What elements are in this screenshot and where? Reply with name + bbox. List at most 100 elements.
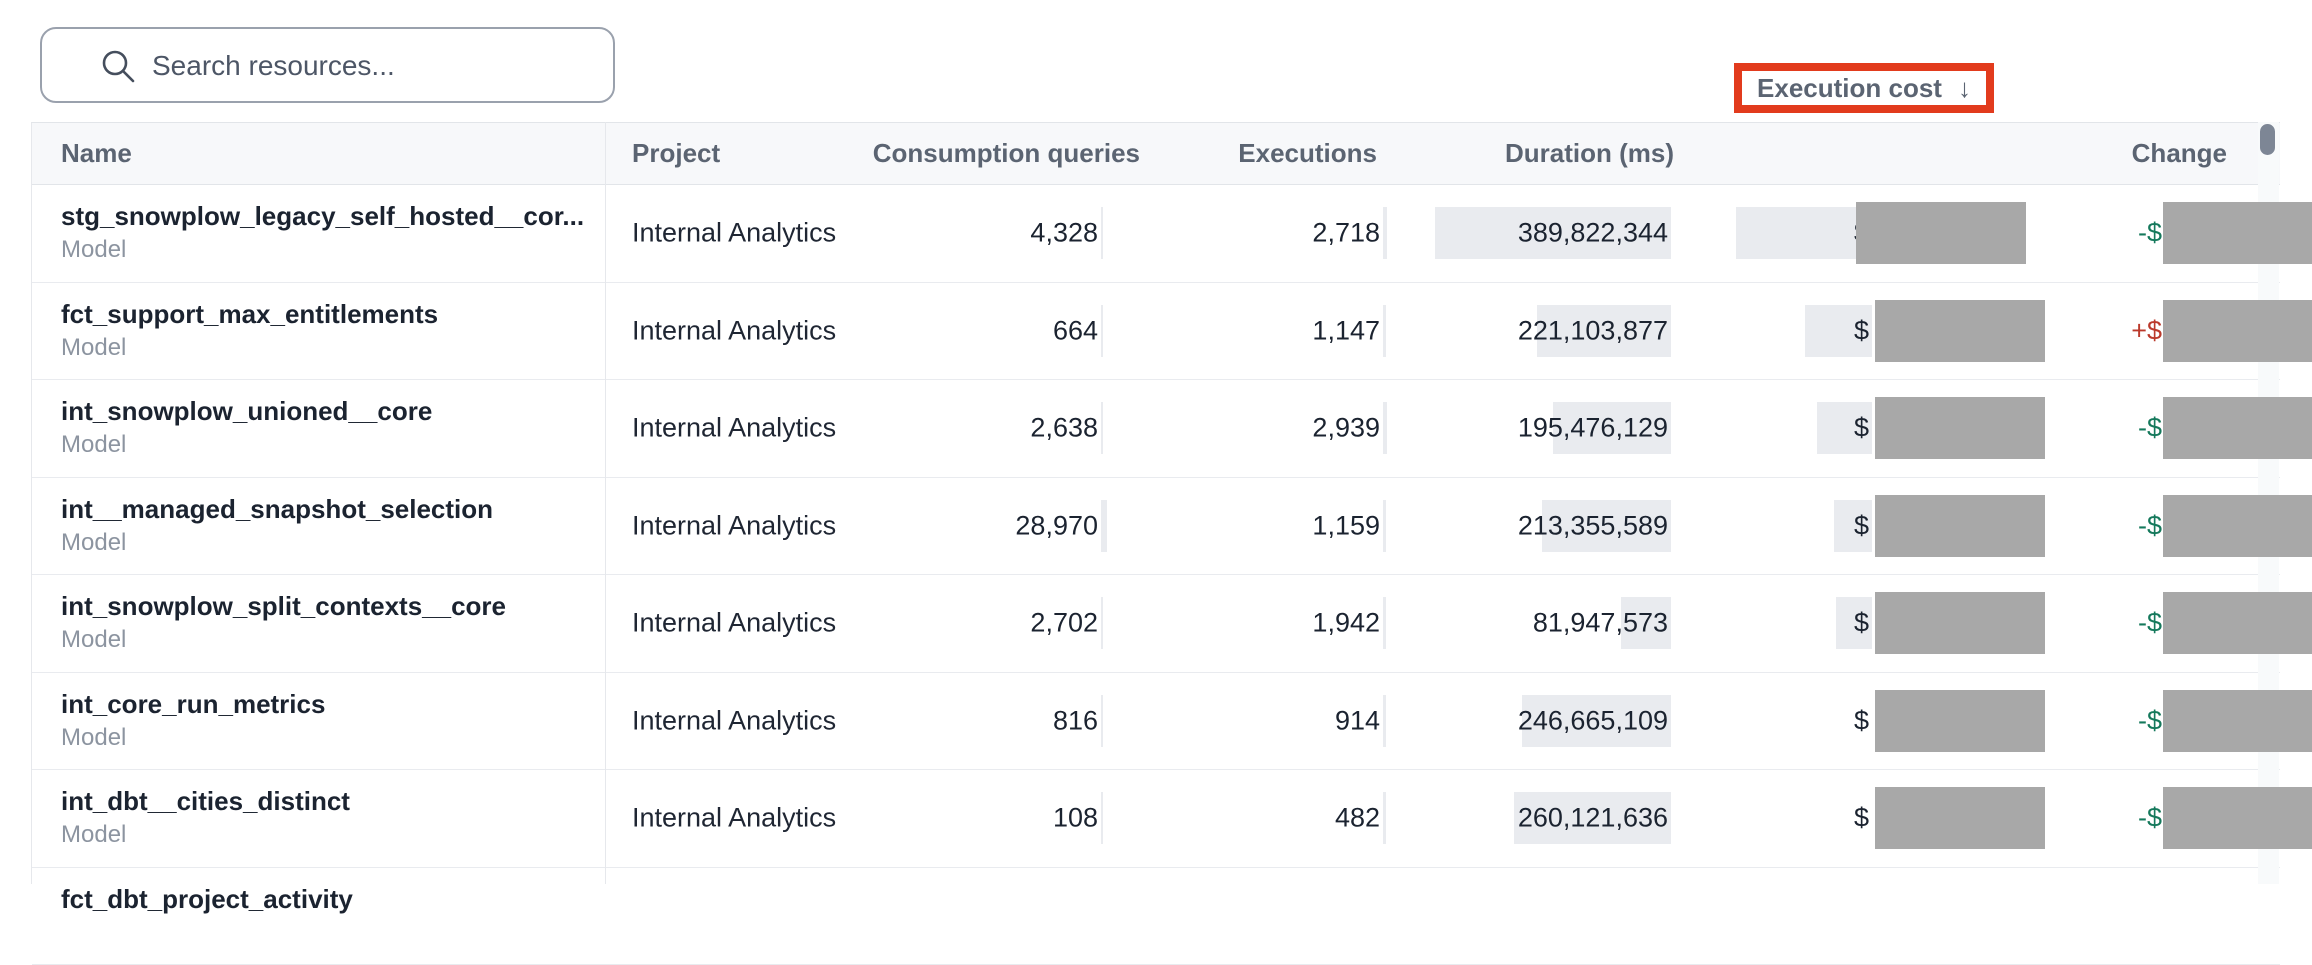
executions-bar (1383, 305, 1386, 357)
project-cell: Internal Analytics (632, 608, 836, 639)
execution-cost-highlight-box: Execution cost ↓ (1734, 63, 1994, 113)
project-cell: Internal Analytics (632, 705, 836, 736)
table-row[interactable]: fct_dbt_project_activity (32, 868, 2280, 965)
resource-name[interactable]: stg_snowplow_legacy_self_hosted__cor... (61, 199, 584, 233)
scrollbar-thumb[interactable] (2260, 124, 2275, 155)
change-sign: -$ (2138, 608, 2162, 639)
duration-cell: 221,103,877 (1518, 315, 1668, 346)
consumption-queries-cell: 816 (1053, 705, 1098, 736)
cost-currency-sign: $ (1854, 608, 1869, 639)
consumption-bar (1101, 305, 1103, 357)
resource-name[interactable]: int__managed_snapshot_selection (61, 492, 493, 526)
duration-cell: 213,355,589 (1518, 510, 1668, 541)
executions-cell: 1,147 (1312, 315, 1380, 346)
table-header-row: Name Project Consumption queries Executi… (32, 123, 2280, 185)
cost-redaction (1875, 397, 2045, 459)
resource-type: Model (61, 430, 432, 460)
table-row[interactable]: int_core_run_metrics Model Internal Anal… (32, 673, 2280, 771)
executions-bar (1383, 597, 1386, 649)
project-cell: Internal Analytics (632, 315, 836, 346)
duration-cell: 195,476,129 (1518, 413, 1668, 444)
consumption-queries-cell: 2,638 (1030, 413, 1098, 444)
project-cell: Internal Analytics (632, 218, 836, 249)
change-redaction (2163, 592, 2312, 654)
column-header-execution-cost[interactable]: Execution cost (1757, 73, 1942, 104)
consumption-queries-cell: 4,328 (1030, 218, 1098, 249)
consumption-bar (1101, 207, 1103, 259)
executions-cell: 482 (1335, 803, 1380, 834)
change-sign: -$ (2138, 705, 2162, 736)
resource-type: Model (61, 820, 350, 850)
executions-cell: 914 (1335, 705, 1380, 736)
search-input[interactable] (150, 29, 594, 103)
column-header-project[interactable]: Project (632, 123, 720, 184)
executions-cell: 1,159 (1312, 510, 1380, 541)
table-row[interactable]: int_snowplow_unioned__core Model Interna… (32, 380, 2280, 478)
table-row[interactable]: fct_support_max_entitlements Model Inter… (32, 283, 2280, 381)
executions-bar (1383, 792, 1386, 844)
consumption-bar (1101, 695, 1103, 747)
column-header-consumption-queries[interactable]: Consumption queries (873, 123, 1140, 184)
duration-cell: 260,121,636 (1518, 803, 1668, 834)
change-sign: -$ (2138, 803, 2162, 834)
change-sign: -$ (2138, 218, 2162, 249)
change-redaction (2163, 787, 2312, 849)
project-cell: Internal Analytics (632, 413, 836, 444)
column-header-name[interactable]: Name (61, 123, 132, 184)
duration-cell: 246,665,109 (1518, 705, 1668, 736)
column-header-executions[interactable]: Executions (1238, 123, 1377, 184)
consumption-bar (1101, 792, 1103, 844)
cost-bar (1736, 207, 1872, 259)
resource-type: Model (61, 333, 438, 363)
executions-cell: 1,942 (1312, 608, 1380, 639)
executions-cell: 2,718 (1312, 218, 1380, 249)
cost-redaction (1856, 202, 2026, 264)
change-sign: -$ (2138, 413, 2162, 444)
change-redaction (2163, 495, 2312, 557)
sort-desc-icon[interactable]: ↓ (1958, 73, 1971, 104)
resource-name[interactable]: int_core_run_metrics (61, 687, 325, 721)
search-icon (100, 48, 140, 93)
resource-type: Model (61, 723, 325, 753)
table-row[interactable]: stg_snowplow_legacy_self_hosted__cor... … (32, 185, 2280, 283)
change-redaction (2163, 397, 2312, 459)
cost-currency-sign: $ (1854, 705, 1869, 736)
cost-currency-sign: $ (1854, 803, 1869, 834)
consumption-bar (1101, 402, 1103, 454)
resource-name[interactable]: int_dbt__cities_distinct (61, 784, 350, 818)
resource-name[interactable]: int_snowplow_split_contexts__core (61, 589, 506, 623)
resource-type: Model (61, 625, 506, 655)
project-cell: Internal Analytics (632, 510, 836, 541)
cost-currency-sign: $ (1854, 315, 1869, 346)
search-box[interactable] (40, 27, 615, 103)
table-row[interactable]: int__managed_snapshot_selection Model In… (32, 478, 2280, 576)
consumption-queries-cell: 664 (1053, 315, 1098, 346)
resource-type: Model (61, 235, 584, 265)
change-redaction (2163, 690, 2312, 752)
consumption-queries-cell: 28,970 (1015, 510, 1098, 541)
cost-currency-sign: $ (1854, 510, 1869, 541)
duration-cell: 81,947,573 (1533, 608, 1668, 639)
consumption-bar (1101, 500, 1107, 552)
consumption-bar (1101, 597, 1103, 649)
consumption-queries-cell: 2,702 (1030, 608, 1098, 639)
resource-name[interactable]: fct_dbt_project_activity (61, 882, 353, 916)
table-row[interactable]: int_snowplow_split_contexts__core Model … (32, 575, 2280, 673)
change-redaction (2163, 300, 2312, 362)
name-column-divider (605, 122, 606, 884)
cost-redaction (1875, 495, 2045, 557)
cost-currency-sign: $ (1854, 413, 1869, 444)
project-cell: Internal Analytics (632, 803, 836, 834)
change-redaction (2163, 202, 2312, 264)
column-header-duration[interactable]: Duration (ms) (1505, 123, 1674, 184)
table-row[interactable]: int_dbt__cities_distinct Model Internal … (32, 770, 2280, 868)
cost-redaction (1875, 300, 2045, 362)
resource-name[interactable]: fct_support_max_entitlements (61, 297, 438, 331)
cost-redaction (1875, 592, 2045, 654)
cost-redaction (1875, 690, 2045, 752)
resource-name[interactable]: int_snowplow_unioned__core (61, 394, 432, 428)
executions-cell: 2,939 (1312, 413, 1380, 444)
executions-bar (1383, 207, 1387, 259)
column-header-change[interactable]: Change (2132, 123, 2227, 184)
executions-bar (1383, 500, 1386, 552)
